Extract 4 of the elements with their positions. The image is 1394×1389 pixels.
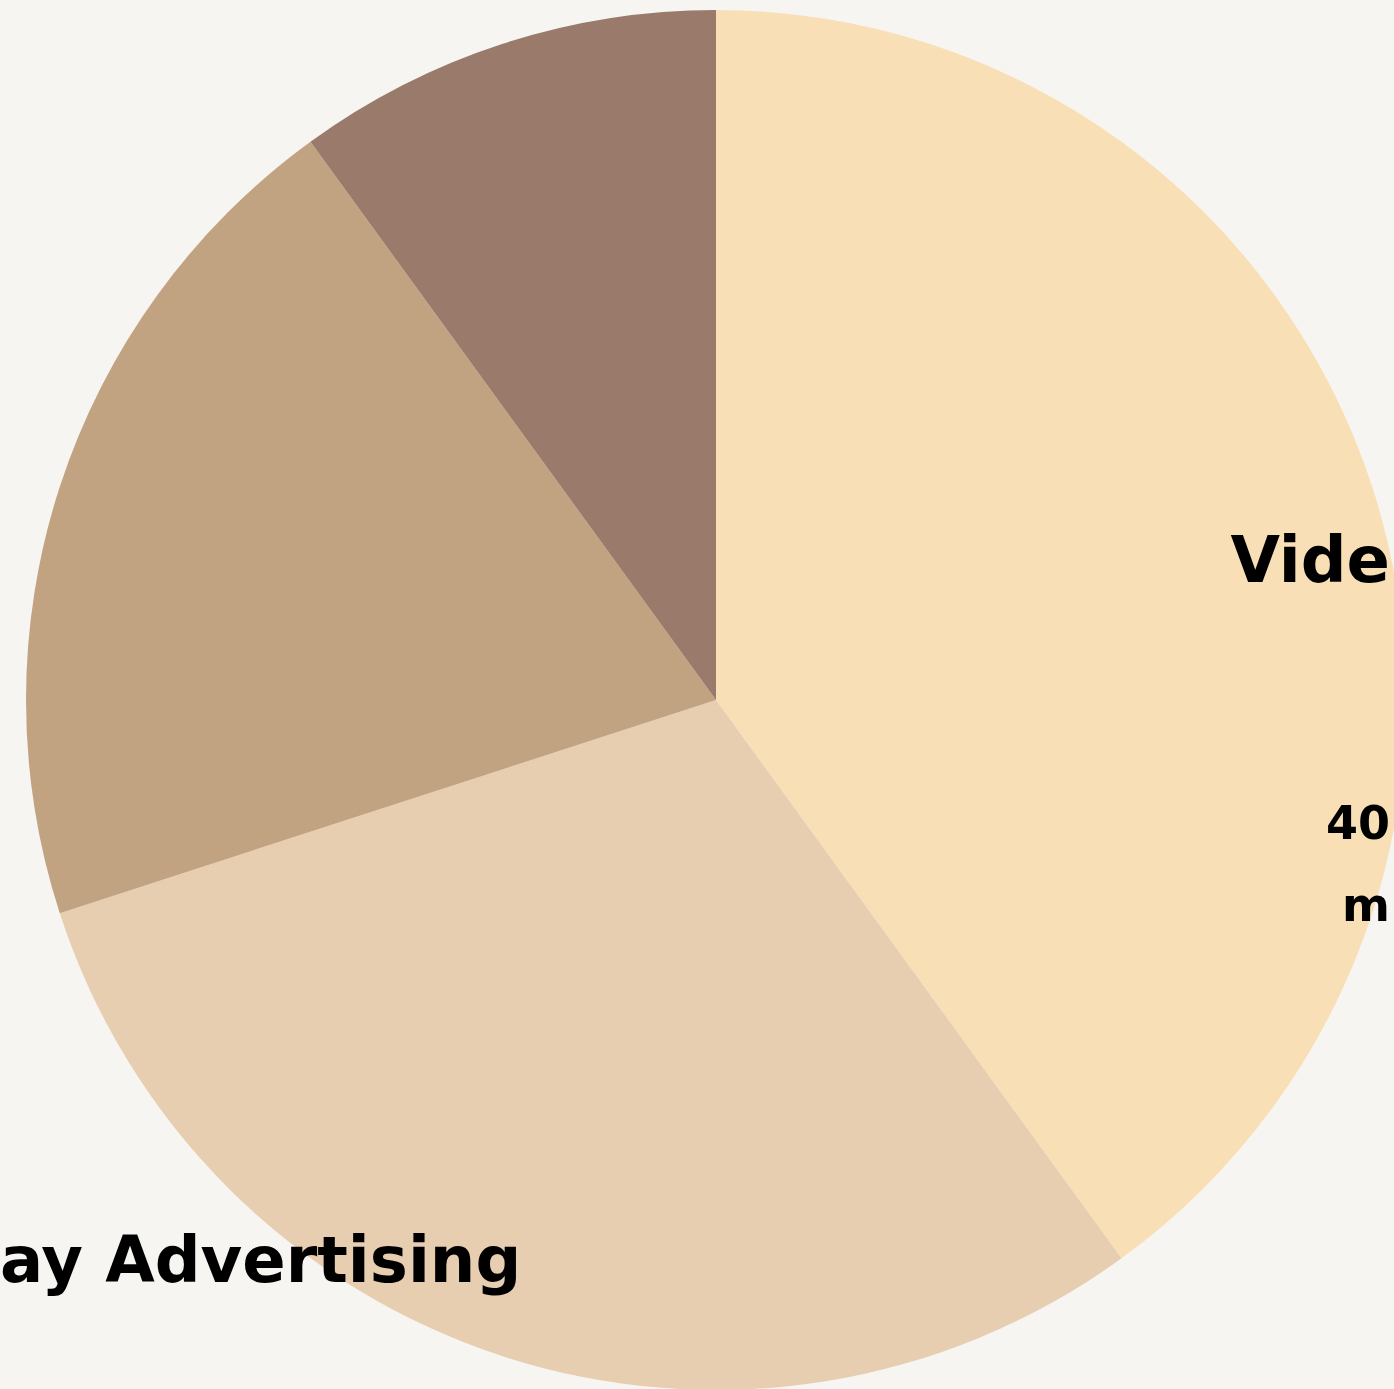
slice-label: ay Advertising [0,1223,522,1297]
slice-label: Vide [1230,523,1390,597]
text: m [1342,878,1391,932]
text: 40 [1325,796,1390,850]
